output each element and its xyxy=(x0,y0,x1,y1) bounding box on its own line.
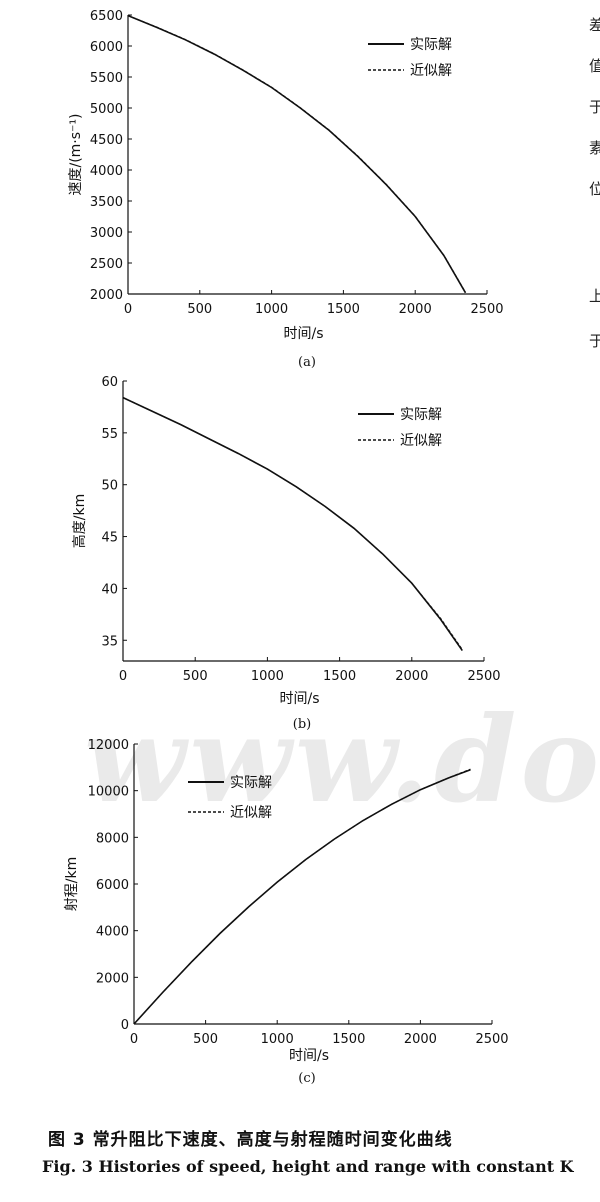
y-tick-label: 0 xyxy=(121,1018,129,1033)
y-tick-label: 55 xyxy=(101,427,118,442)
legend-label: 近似解 xyxy=(410,63,452,79)
y-tick-label: 5500 xyxy=(90,71,123,86)
x-tick-label: 1000 xyxy=(251,669,284,684)
x-tick-label: 2000 xyxy=(399,302,432,317)
y-tick-label: 45 xyxy=(101,531,118,546)
y-tick-label: 6000 xyxy=(96,878,129,893)
y-tick-label: 60 xyxy=(101,375,118,390)
chart-svg: 0 500 1000 1500 2000 2500 2000 2500 3000 3500 4000… xyxy=(68,9,504,370)
series-line-2 xyxy=(122,397,463,650)
legend-label: 近似解 xyxy=(400,433,442,449)
y-tick-label: 2500 xyxy=(90,257,123,272)
edge-glyph: 上 xyxy=(588,287,600,305)
y-tick-label: 6500 xyxy=(90,9,123,24)
series-line-2 xyxy=(133,768,471,1025)
legend-label: 实际解 xyxy=(400,407,442,423)
cropped-adjacent-text: 差 值 于 素 位 上 于 xyxy=(586,0,600,380)
y-tick-label: 3500 xyxy=(90,195,123,210)
figure-caption-english: Fig. 3 Histories of speed, height and ra… xyxy=(42,1157,574,1176)
y-axis-label: 射程/km xyxy=(64,857,80,911)
x-tick-label: 0 xyxy=(130,1032,138,1047)
edge-glyph: 于 xyxy=(588,98,600,116)
y-tick-label: 4500 xyxy=(90,133,123,148)
x-axis-label: 时间/s xyxy=(283,326,323,342)
y-tick-label: 12000 xyxy=(88,738,129,753)
speed-chart: 0 500 1000 1500 2000 2500 2000 2500 3000 3500 4000… xyxy=(0,0,600,370)
x-tick-label: 1500 xyxy=(323,669,356,684)
edge-glyph: 于 xyxy=(588,332,600,350)
y-tick-label: 6000 xyxy=(90,40,123,55)
chart-svg: 0 500 1000 1500 2000 2500 0 2000 4000 6000 8000 100… xyxy=(64,738,509,1086)
x-tick-label: 1000 xyxy=(255,302,288,317)
x-tick-label: 500 xyxy=(193,1032,218,1047)
x-tick-label: 1500 xyxy=(332,1032,365,1047)
edge-glyph: 位 xyxy=(588,180,600,198)
y-tick-label: 8000 xyxy=(96,831,129,846)
y-axis-label: 高度/km xyxy=(71,494,88,548)
y-tick-label: 3000 xyxy=(90,226,123,241)
y-tick-label: 4000 xyxy=(96,925,129,940)
height-chart: 0 500 1000 1500 2000 2500 35 40 45 50 55 60 时间/s 高度/k… xyxy=(0,370,600,740)
panel-label: (c) xyxy=(298,1071,315,1086)
panel-label: (a) xyxy=(298,355,316,370)
edge-glyph: 素 xyxy=(588,139,600,157)
series-line-1 xyxy=(133,768,471,1025)
edge-glyph: 值 xyxy=(588,57,600,75)
x-tick-label: 500 xyxy=(187,302,212,317)
x-tick-label: 1500 xyxy=(327,302,360,317)
legend-label: 实际解 xyxy=(230,775,272,791)
series-line-2 xyxy=(127,15,467,293)
y-tick-label: 5000 xyxy=(90,102,123,117)
figure-caption-chinese: 图 3 常升阻比下速度、高度与射程随时间变化曲线 xyxy=(48,1130,453,1150)
x-tick-label: 1000 xyxy=(261,1032,294,1047)
y-tick-label: 40 xyxy=(101,582,118,597)
y-axis-label: 速度/(m·s⁻¹) xyxy=(68,113,84,195)
x-tick-label: 2500 xyxy=(470,302,503,317)
x-axis-label: 时间/s xyxy=(279,691,319,707)
y-tick-label: 50 xyxy=(101,479,118,494)
y-tick-label: 2000 xyxy=(90,288,123,303)
y-tick-label: 2000 xyxy=(96,971,129,986)
x-tick-label: 2000 xyxy=(395,669,428,684)
edge-glyph: 差 xyxy=(588,16,600,34)
legend-label: 近似解 xyxy=(230,805,272,821)
legend-label: 实际解 xyxy=(410,37,452,53)
x-tick-label: 2500 xyxy=(475,1032,508,1047)
x-tick-label: 2500 xyxy=(467,669,500,684)
y-tick-label: 4000 xyxy=(90,164,123,179)
x-tick-label: 0 xyxy=(124,302,132,317)
x-tick-label: 500 xyxy=(183,669,208,684)
series-line-1 xyxy=(127,14,467,294)
range-chart: 0 500 1000 1500 2000 2500 0 2000 4000 6000 8000 100… xyxy=(0,730,600,1110)
y-tick-label: 35 xyxy=(101,634,118,649)
panel-label: (b) xyxy=(293,717,311,732)
x-tick-label: 0 xyxy=(119,669,127,684)
y-tick-label: 10000 xyxy=(88,785,129,800)
chart-svg: 0 500 1000 1500 2000 2500 35 40 45 50 55 60 时间/s 高度/k… xyxy=(71,375,501,732)
x-tick-label: 2000 xyxy=(404,1032,437,1047)
x-axis-label: 时间/s xyxy=(289,1048,329,1064)
